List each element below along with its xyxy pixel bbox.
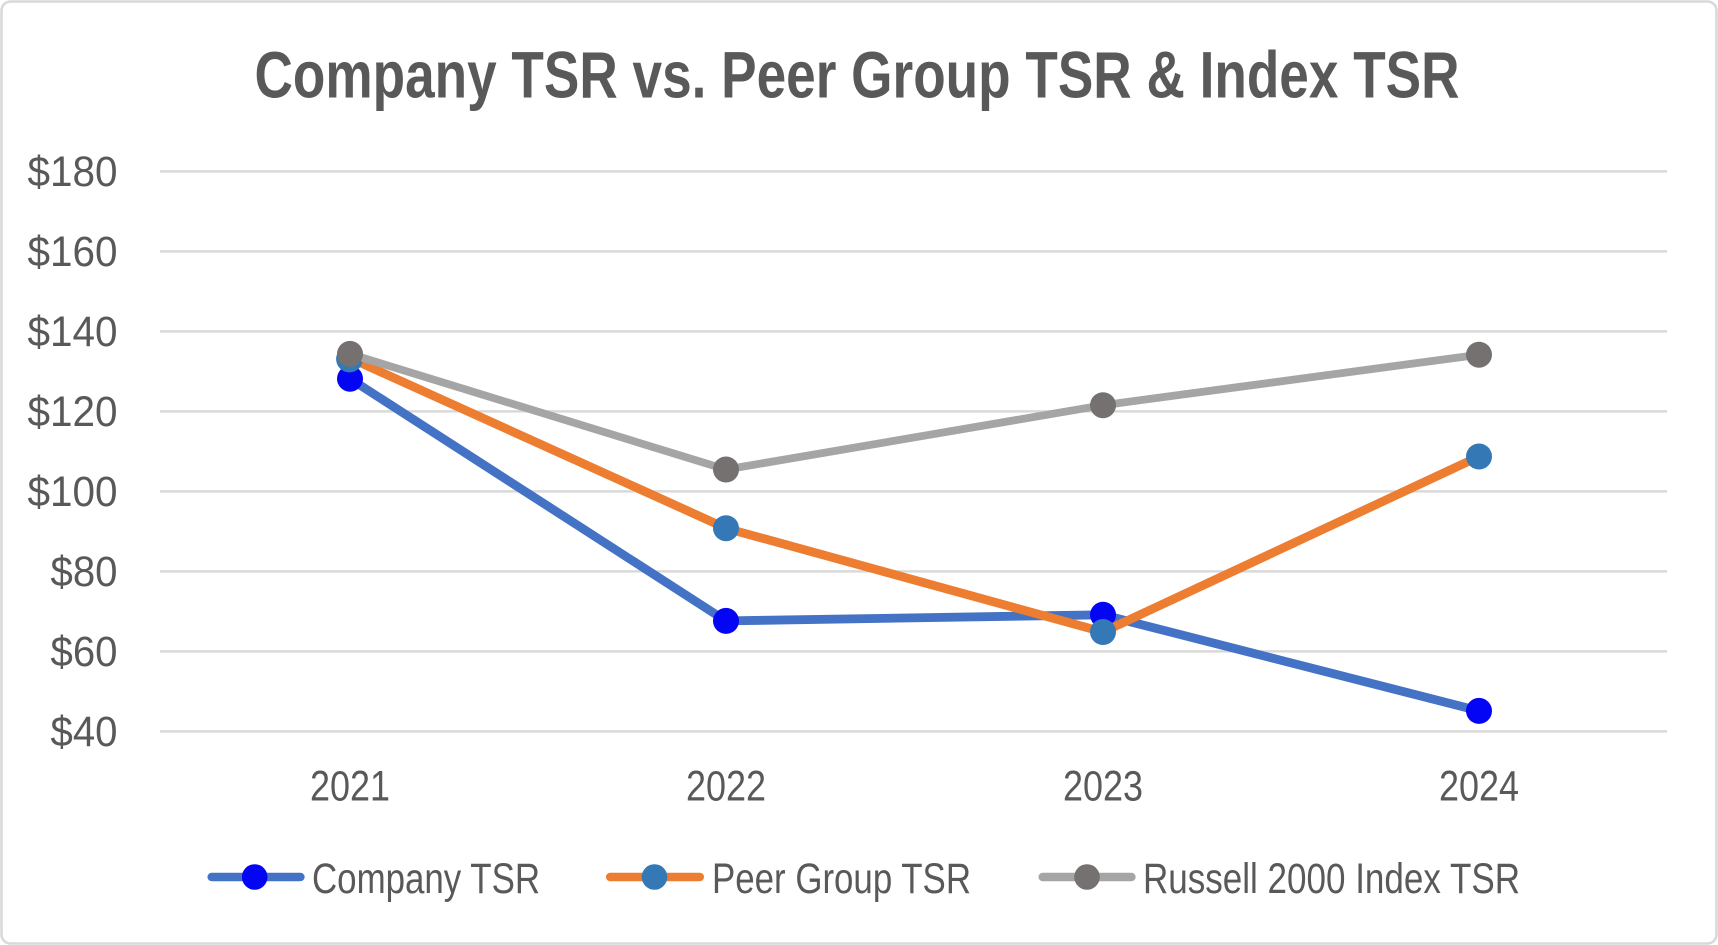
svg-text:$100: $100 bbox=[28, 468, 118, 516]
svg-text:$180: $180 bbox=[28, 148, 118, 196]
svg-text:2023: 2023 bbox=[1063, 763, 1143, 811]
svg-text:2021: 2021 bbox=[310, 763, 390, 811]
svg-text:$140: $140 bbox=[28, 308, 118, 356]
svg-text:$60: $60 bbox=[51, 628, 118, 676]
svg-text:$160: $160 bbox=[28, 228, 118, 276]
svg-text:$120: $120 bbox=[28, 388, 118, 436]
svg-text:$40: $40 bbox=[51, 708, 118, 756]
svg-text:Russell 2000 Index TSR: Russell 2000 Index TSR bbox=[1143, 855, 1520, 903]
svg-text:2022: 2022 bbox=[686, 763, 766, 811]
svg-text:Company TSR vs. Peer Group TSR: Company TSR vs. Peer Group TSR & Index T… bbox=[255, 38, 1460, 112]
svg-text:Company TSR: Company TSR bbox=[312, 855, 540, 903]
svg-text:Peer Group TSR: Peer Group TSR bbox=[712, 855, 971, 903]
svg-text:2024: 2024 bbox=[1439, 763, 1519, 811]
svg-text:$80: $80 bbox=[51, 548, 118, 596]
